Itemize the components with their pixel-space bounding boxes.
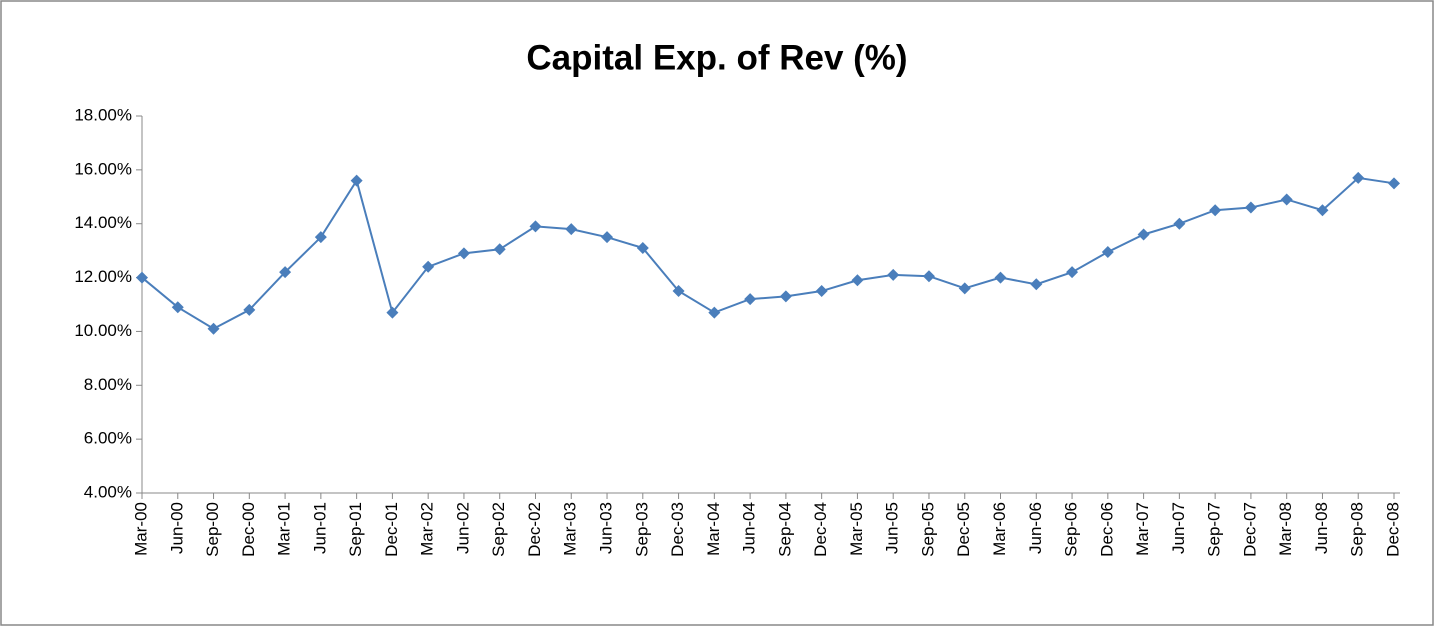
marker: [887, 268, 900, 281]
marker: [1101, 245, 1114, 258]
marker: [279, 266, 292, 279]
marker: [958, 282, 971, 295]
marker: [386, 306, 399, 319]
x-tick-label: Sep-00: [203, 502, 222, 557]
x-tick-label: Jun-03: [597, 502, 616, 554]
x-tick-label: Mar-00: [131, 502, 150, 556]
marker: [672, 285, 685, 298]
x-tick-label: Dec-04: [811, 502, 830, 557]
marker: [708, 306, 721, 319]
x-tick-label: Mar-02: [418, 502, 437, 556]
marker: [779, 290, 792, 303]
marker: [744, 293, 757, 306]
x-tick-label: Sep-04: [775, 502, 794, 557]
x-tick-label: Mar-03: [561, 502, 580, 556]
marker: [243, 303, 256, 316]
marker: [171, 301, 184, 314]
y-tick-label: 10.00%: [74, 321, 132, 340]
x-tick-label: Mar-06: [990, 502, 1009, 556]
y-tick-label: 8.00%: [84, 375, 132, 394]
marker: [1352, 171, 1365, 184]
marker: [422, 260, 435, 273]
x-tick-label: Mar-01: [275, 502, 294, 556]
x-tick-label: Mar-04: [704, 502, 723, 556]
marker: [529, 220, 542, 233]
marker: [565, 223, 578, 236]
x-tick-label: Jun-01: [310, 502, 329, 554]
marker: [994, 271, 1007, 284]
marker: [1388, 177, 1400, 190]
x-tick-label: Sep-01: [346, 502, 365, 557]
marker: [1137, 228, 1150, 241]
marker: [922, 270, 935, 283]
x-tick-label: Dec-00: [239, 502, 258, 557]
marker: [136, 271, 148, 284]
marker: [636, 241, 649, 254]
marker: [851, 274, 864, 287]
x-tick-label: Sep-06: [1062, 502, 1081, 557]
x-tick-label: Jun-07: [1169, 502, 1188, 554]
marker: [493, 243, 506, 256]
marker: [1209, 204, 1222, 217]
y-tick-label: 6.00%: [84, 429, 132, 448]
x-tick-label: Dec-08: [1383, 502, 1402, 557]
marker: [1244, 201, 1257, 214]
marker: [1316, 204, 1329, 217]
x-tick-label: Mar-07: [1133, 502, 1152, 556]
x-tick-label: Sep-05: [918, 502, 937, 557]
y-tick-label: 4.00%: [84, 482, 132, 501]
x-tick-label: Mar-08: [1276, 502, 1295, 556]
x-tick-label: Jun-02: [453, 502, 472, 554]
x-tick-label: Dec-07: [1240, 502, 1259, 557]
marker: [1173, 217, 1186, 230]
marker: [1030, 278, 1043, 291]
y-tick-label: 14.00%: [74, 213, 132, 232]
marker: [815, 285, 828, 298]
marker: [350, 174, 363, 187]
x-tick-label: Jun-08: [1312, 502, 1331, 554]
x-tick-label: Jun-00: [167, 502, 186, 554]
y-tick-label: 18.00%: [74, 105, 132, 124]
marker: [1280, 193, 1293, 206]
x-tick-label: Mar-05: [847, 502, 866, 556]
y-tick-label: 16.00%: [74, 159, 132, 178]
x-tick-label: Dec-06: [1097, 502, 1116, 557]
marker: [1066, 266, 1079, 279]
x-tick-label: Sep-07: [1205, 502, 1224, 557]
x-tick-label: Dec-05: [954, 502, 973, 557]
chart-title: Capital Exp. of Rev (%): [526, 38, 907, 77]
x-tick-label: Dec-03: [668, 502, 687, 557]
x-tick-label: Dec-02: [525, 502, 544, 557]
x-tick-label: Jun-04: [740, 502, 759, 554]
x-tick-label: Dec-01: [382, 502, 401, 557]
y-tick-label: 12.00%: [74, 267, 132, 286]
x-tick-label: Jun-05: [883, 502, 902, 554]
marker: [601, 231, 614, 244]
x-tick-label: Jun-06: [1026, 502, 1045, 554]
marker: [314, 231, 327, 244]
series-line: [141, 176, 1395, 330]
marker: [207, 322, 220, 335]
x-tick-label: Sep-03: [632, 502, 651, 557]
marker: [457, 247, 470, 260]
x-tick-label: Sep-08: [1348, 502, 1367, 557]
x-tick-label: Sep-02: [489, 502, 508, 557]
